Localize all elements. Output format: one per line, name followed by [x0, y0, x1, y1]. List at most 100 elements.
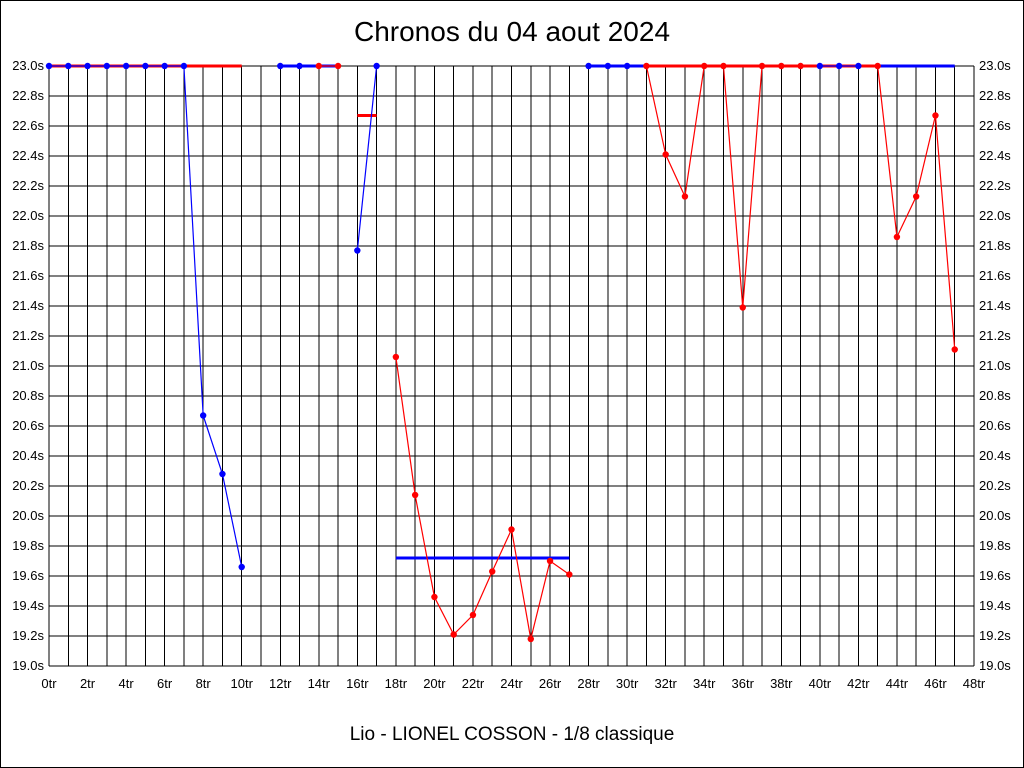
y-tick-label-right: 20.6s	[979, 418, 1011, 433]
y-tick-label-right: 19.4s	[979, 598, 1011, 613]
x-tick-label: 18tr	[385, 676, 408, 691]
data-point	[122, 62, 130, 70]
data-point	[720, 62, 727, 70]
data-point	[585, 62, 592, 70]
y-tick-label-right: 21.6s	[979, 268, 1011, 283]
x-tick-label: 0tr	[41, 676, 57, 691]
data-point	[411, 491, 419, 499]
grid	[48, 65, 975, 667]
x-tick-label: 38tr	[770, 676, 793, 691]
average-lines	[49, 64, 955, 560]
data-point	[489, 568, 496, 575]
data-point	[315, 62, 322, 70]
y-tick-label-left: 21.4s	[12, 298, 44, 313]
y-tick-label-right: 19.8s	[979, 538, 1011, 553]
data-point	[238, 563, 245, 571]
y-tick-label-right: 21.0s	[979, 358, 1011, 373]
data-point	[527, 635, 534, 643]
y-tick-label-right: 21.2s	[979, 328, 1011, 343]
y-tick-label-left: 21.2s	[12, 328, 44, 343]
y-tick-label-left: 20.6s	[12, 418, 44, 433]
x-tick-label: 10tr	[231, 676, 254, 691]
y-tick-label-left: 20.0s	[12, 508, 44, 523]
data-point	[161, 62, 168, 70]
x-tick-label: 42tr	[847, 676, 870, 691]
y-tick-label-right: 23.0s	[979, 58, 1011, 73]
data-point	[855, 62, 862, 70]
data-point	[951, 346, 958, 353]
data-point	[45, 62, 53, 70]
data-point	[566, 571, 573, 578]
y-tick-label-right: 19.2s	[979, 628, 1011, 643]
y-tick-label-left: 23.0s	[12, 58, 44, 73]
data-point	[932, 112, 939, 119]
y-tick-label-right: 22.6s	[979, 118, 1011, 133]
data-point	[219, 470, 226, 478]
y-tick-label-right: 19.6s	[979, 568, 1011, 583]
data-point	[392, 353, 400, 361]
data-point	[681, 193, 689, 200]
data-point	[797, 62, 804, 70]
y-tick-label-left: 21.0s	[12, 358, 44, 373]
x-tick-label: 26tr	[539, 676, 562, 691]
chart-footer: Lio - LIONEL COSSON - 1/8 classique	[349, 724, 675, 745]
y-tick-label-right: 21.4s	[979, 298, 1011, 313]
data-point	[65, 62, 72, 70]
y-tick-label-left: 19.2s	[12, 628, 44, 643]
x-tick-label: 6tr	[157, 676, 173, 691]
y-tick-label-right: 19.0s	[979, 658, 1011, 673]
y-tick-label-right: 20.4s	[979, 448, 1011, 463]
data-point	[739, 304, 746, 311]
y-tick-label-left: 20.8s	[12, 388, 44, 403]
data-point	[778, 62, 785, 70]
data-point	[180, 62, 188, 70]
y-tick-label-left: 21.6s	[12, 268, 44, 283]
y-tick-label-left: 22.8s	[12, 88, 44, 103]
data-point	[816, 62, 824, 70]
data-point	[431, 593, 438, 601]
x-tick-label: 2tr	[80, 676, 96, 691]
data-point	[103, 62, 111, 70]
y-tick-label-right: 22.4s	[979, 148, 1011, 163]
x-tick-label: 36tr	[732, 676, 755, 691]
data-point	[450, 631, 457, 638]
y-tick-label-right: 20.8s	[979, 388, 1011, 403]
data-point	[84, 62, 91, 70]
y-tick-label-right: 21.8s	[979, 238, 1011, 253]
data-point	[874, 62, 881, 70]
data-point	[469, 611, 477, 619]
x-tick-label: 4tr	[118, 676, 134, 691]
x-tick-label: 20tr	[423, 676, 446, 691]
y-tick-label-right: 20.2s	[979, 478, 1011, 493]
data-point	[643, 62, 650, 70]
x-tick-label: 22tr	[462, 676, 485, 691]
y-tick-label-right: 22.8s	[979, 88, 1011, 103]
data-point	[277, 62, 284, 70]
x-tick-label: 34tr	[693, 676, 716, 691]
x-tick-label: 30tr	[616, 676, 639, 691]
y-tick-label-left: 19.6s	[12, 568, 44, 583]
x-tick-label: 28tr	[577, 676, 600, 691]
y-tick-label-left: 20.4s	[12, 448, 44, 463]
series-line	[395, 356, 570, 640]
data-point	[334, 62, 342, 70]
y-tick-label-left: 22.4s	[12, 148, 44, 163]
data-point	[662, 151, 669, 158]
y-tick-label-right: 22.2s	[979, 178, 1011, 193]
y-tick-label-right: 22.0s	[979, 208, 1011, 223]
data-point	[701, 62, 708, 70]
x-tick-label: 24tr	[500, 676, 523, 691]
x-tick-label: 48tr	[963, 676, 986, 691]
data-point	[758, 62, 766, 70]
x-tick-label: 40tr	[809, 676, 832, 691]
tick-labels: 19.0s 19.0s 19.2s 19.2s 19.4s 19.4s 19.6s 19.6s…	[12, 58, 1011, 691]
y-tick-label-left: 20.2s	[12, 478, 44, 493]
y-tick-label-left: 22.0s	[12, 208, 44, 223]
data-point	[508, 526, 515, 533]
data-point	[199, 412, 207, 419]
data-point	[142, 62, 149, 70]
data-point	[604, 62, 612, 70]
chart-title: Chronos du 04 aout 2024	[353, 16, 671, 47]
x-tick-label: 44tr	[886, 676, 909, 691]
